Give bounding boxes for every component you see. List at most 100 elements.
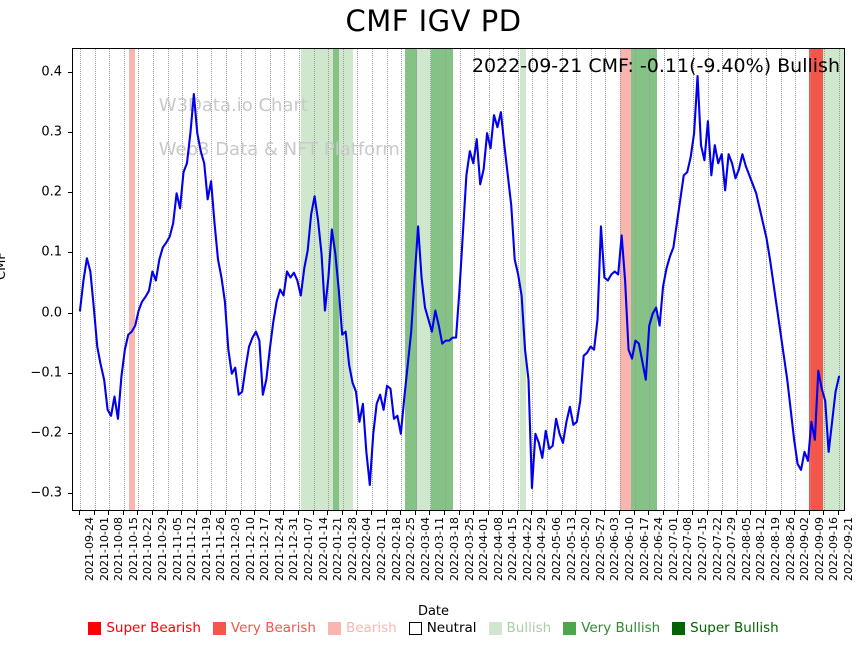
x-axis-tick-mark [195, 511, 197, 515]
x-axis-tick-mark [721, 511, 723, 515]
grid-line [532, 49, 534, 510]
x-axis-tick-mark [706, 511, 708, 515]
x-axis-tick-mark [297, 511, 299, 515]
x-axis-tick-label: 2022-01-28 [345, 517, 359, 581]
x-axis-tick-label: 2022-01-21 [331, 517, 345, 581]
legend-swatch-icon [88, 621, 102, 635]
x-axis-tick-mark [692, 511, 694, 515]
legend-item[interactable]: Super Bullish [672, 620, 779, 636]
grid-line [109, 49, 111, 510]
x-axis-tick-label: 2021-10-08 [112, 517, 126, 581]
grid-line [839, 49, 840, 510]
x-axis-tick-label: 2021-12-03 [228, 517, 242, 581]
grid-line [342, 49, 344, 510]
x-axis-tick-label: 2022-05-20 [579, 517, 593, 581]
x-axis-tick-label: 2022-06-24 [652, 517, 666, 581]
y-axis-tick-label: −0.3 [30, 485, 62, 501]
x-axis-tick-mark [370, 511, 372, 515]
y-axis-tick-mark [68, 312, 72, 314]
y-axis-tick-label: −0.1 [30, 365, 62, 381]
grid-line [693, 49, 695, 510]
condition-band-very-bullish [430, 49, 454, 510]
legend-label: Very Bearish [230, 620, 316, 636]
x-axis-tick-mark [516, 511, 518, 515]
x-axis-tick-label: 2021-12-17 [258, 517, 272, 581]
y-axis-tick-mark [68, 132, 72, 134]
x-axis-tick-mark [575, 511, 577, 515]
legend-item[interactable]: Bullish [488, 620, 551, 636]
legend-item[interactable]: Very Bearish [212, 620, 316, 636]
x-axis-tick-label: 2022-09-21 [842, 517, 855, 581]
x-axis-tick-label: 2022-08-05 [739, 517, 753, 581]
grid-line [809, 49, 811, 510]
x-axis-tick-label: 2022-03-04 [418, 517, 432, 581]
grid-line [795, 49, 797, 510]
grid-line [444, 49, 446, 510]
grid-line [576, 49, 578, 510]
x-axis-tick-mark [385, 511, 387, 515]
x-axis-tick-mark [93, 511, 95, 515]
x-axis-tick-mark [546, 511, 548, 515]
x-axis-tick-mark [750, 511, 752, 515]
grid-line [474, 49, 476, 510]
x-axis-tick-mark [341, 511, 343, 515]
x-axis-tick-label: 2021-10-22 [141, 517, 155, 581]
x-axis-tick-mark [648, 511, 650, 515]
grid-line [736, 49, 738, 510]
grid-line [196, 49, 198, 510]
x-axis-tick-label: 2022-07-15 [696, 517, 710, 581]
grid-line [780, 49, 782, 510]
grid-line [649, 49, 651, 510]
y-axis-tick-label: −0.2 [30, 425, 62, 441]
series-cmf [73, 49, 844, 510]
y-axis-label: CMF [0, 252, 9, 280]
x-axis-tick-mark [224, 511, 226, 515]
x-axis-tick-mark [312, 511, 314, 515]
x-axis-tick-mark [254, 511, 256, 515]
grid-line [386, 49, 388, 510]
x-axis-tick-label: 2021-12-10 [243, 517, 257, 581]
x-axis-tick-mark [487, 511, 489, 515]
legend: Super Bearish Very Bearish Bearish Neutral B… [0, 620, 867, 636]
grid-line [561, 49, 563, 510]
grid-line [138, 49, 140, 510]
grid-line [766, 49, 768, 510]
legend-label: Super Bearish [106, 620, 201, 636]
x-axis-tick-mark [400, 511, 402, 515]
x-axis-tick-mark [502, 511, 504, 515]
grid-line [503, 49, 505, 510]
x-axis-tick-mark [137, 511, 139, 515]
x-axis-tick-label: 2022-05-13 [564, 517, 578, 581]
x-axis-tick-label: 2022-07-29 [725, 517, 739, 581]
y-axis-tick-mark [68, 72, 72, 74]
legend-item[interactable]: Very Bullish [563, 620, 660, 636]
x-axis-tick-mark [166, 511, 168, 515]
grid-line [590, 49, 592, 510]
x-axis-tick-mark [677, 511, 679, 515]
x-axis-tick-label: 2022-03-25 [462, 517, 476, 581]
grid-line [430, 49, 432, 510]
legend-item[interactable]: Bearish [327, 620, 397, 636]
legend-label: Neutral [426, 620, 477, 636]
x-axis-tick-label: 2021-11-19 [199, 517, 213, 581]
condition-band-very-bearish [808, 49, 823, 510]
plot-area: W3Data.io Chart Web3 Data & NFT Platform… [72, 48, 845, 511]
grid-line [357, 49, 359, 510]
y-axis-tick-mark [68, 252, 72, 254]
x-axis-tick-mark [473, 511, 475, 515]
legend-item[interactable]: Super Bearish [88, 620, 201, 636]
condition-band-bullish [338, 49, 353, 510]
legend-swatch-icon [212, 621, 226, 635]
x-axis-tick-mark [823, 511, 825, 515]
x-axis-tick-mark [268, 511, 270, 515]
x-axis-tick-label: 2021-10-15 [126, 517, 140, 581]
legend-swatch-icon [563, 621, 577, 635]
x-axis-tick-label: 2022-06-10 [623, 517, 637, 581]
legend-item[interactable]: Neutral [408, 620, 477, 636]
x-axis-tick-label: 2021-11-12 [185, 517, 199, 581]
x-axis-tick-label: 2022-06-03 [608, 517, 622, 581]
x-axis-tick-label: 2021-11-26 [214, 517, 228, 581]
x-axis-tick-mark [589, 511, 591, 515]
condition-band-very-bullish [404, 49, 417, 510]
x-axis-tick-mark [735, 511, 737, 515]
